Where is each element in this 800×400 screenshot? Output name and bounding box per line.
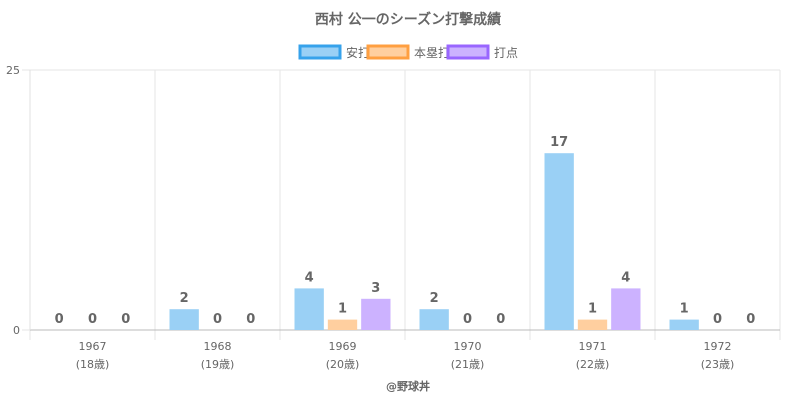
legend-swatch (298, 44, 342, 60)
legend-swatch (446, 44, 490, 60)
legend-item[interactable]: 本塁打 (366, 44, 450, 60)
bar-value-label: 1 (338, 302, 347, 317)
legend-label: 本塁打 (414, 46, 450, 60)
x-tick-sublabel: (20歳) (326, 358, 360, 371)
bar-value-label: 0 (213, 312, 222, 327)
grid (22, 69, 781, 340)
bars (169, 153, 699, 330)
legend-label: 安打 (346, 45, 370, 60)
bar-value-label: 2 (180, 291, 189, 306)
x-tick-label: 1971 (579, 340, 607, 353)
legend-item[interactable]: 安打 (298, 44, 370, 60)
bar (294, 288, 324, 330)
y-tick-label: 0 (13, 324, 20, 337)
bar-value-label: 0 (746, 312, 755, 327)
bar-value-label: 0 (496, 312, 505, 327)
x-tick-sublabel: (18歳) (76, 358, 110, 371)
chart-title: 西村 公一のシーズン打撃成績 (315, 11, 501, 28)
x-tick-label: 1968 (204, 340, 232, 353)
x-tick-label: 1970 (454, 340, 482, 353)
x-tick-sublabel: (22歳) (576, 358, 610, 371)
bar-value-label: 4 (621, 270, 630, 285)
y-tick-label: 25 (6, 64, 20, 77)
bar (419, 309, 449, 330)
bar-value-label: 0 (121, 312, 130, 327)
x-tick-sublabel: (19歳) (201, 358, 235, 371)
bar-value-label: 4 (305, 270, 314, 285)
legend-label: 打点 (494, 46, 518, 60)
bar-value-label: 1 (588, 302, 597, 317)
legend-item[interactable]: 打点 (446, 44, 518, 60)
bar (361, 298, 391, 330)
credit-label: @野球丼 (386, 379, 430, 393)
legend-swatch (366, 44, 410, 60)
bar (327, 319, 358, 330)
data-labels: 0 2 4 2 17 1 0 0 1 0 1 0 0 0 3 0 4 0 (55, 135, 756, 327)
x-tick-sublabel: (23歳) (701, 358, 735, 371)
bar (611, 288, 641, 330)
legend: 安打 本塁打 打点 (298, 44, 518, 60)
bar-value-label: 0 (88, 312, 97, 327)
x-tick-label: 1969 (329, 340, 357, 353)
bar (169, 309, 199, 330)
bar-value-label: 17 (550, 135, 568, 150)
bar-value-label: 0 (713, 312, 722, 327)
x-tick-label: 1967 (79, 340, 107, 353)
bar-value-label: 3 (371, 281, 380, 296)
bar (669, 319, 699, 330)
bar-value-label: 0 (463, 312, 472, 327)
bar-value-label: 0 (246, 312, 255, 327)
x-tick-label: 1972 (704, 340, 732, 353)
bar-value-label: 2 (430, 291, 439, 306)
axes: 0 25 1967 (18歳) 1968 (19歳) 1969 (20歳) 1970 (21歳) 1… (6, 64, 780, 371)
bar (577, 319, 608, 330)
bar-value-label: 0 (55, 312, 64, 327)
bar (544, 153, 574, 330)
x-tick-sublabel: (21歳) (451, 358, 485, 371)
bar-value-label: 1 (680, 302, 689, 317)
